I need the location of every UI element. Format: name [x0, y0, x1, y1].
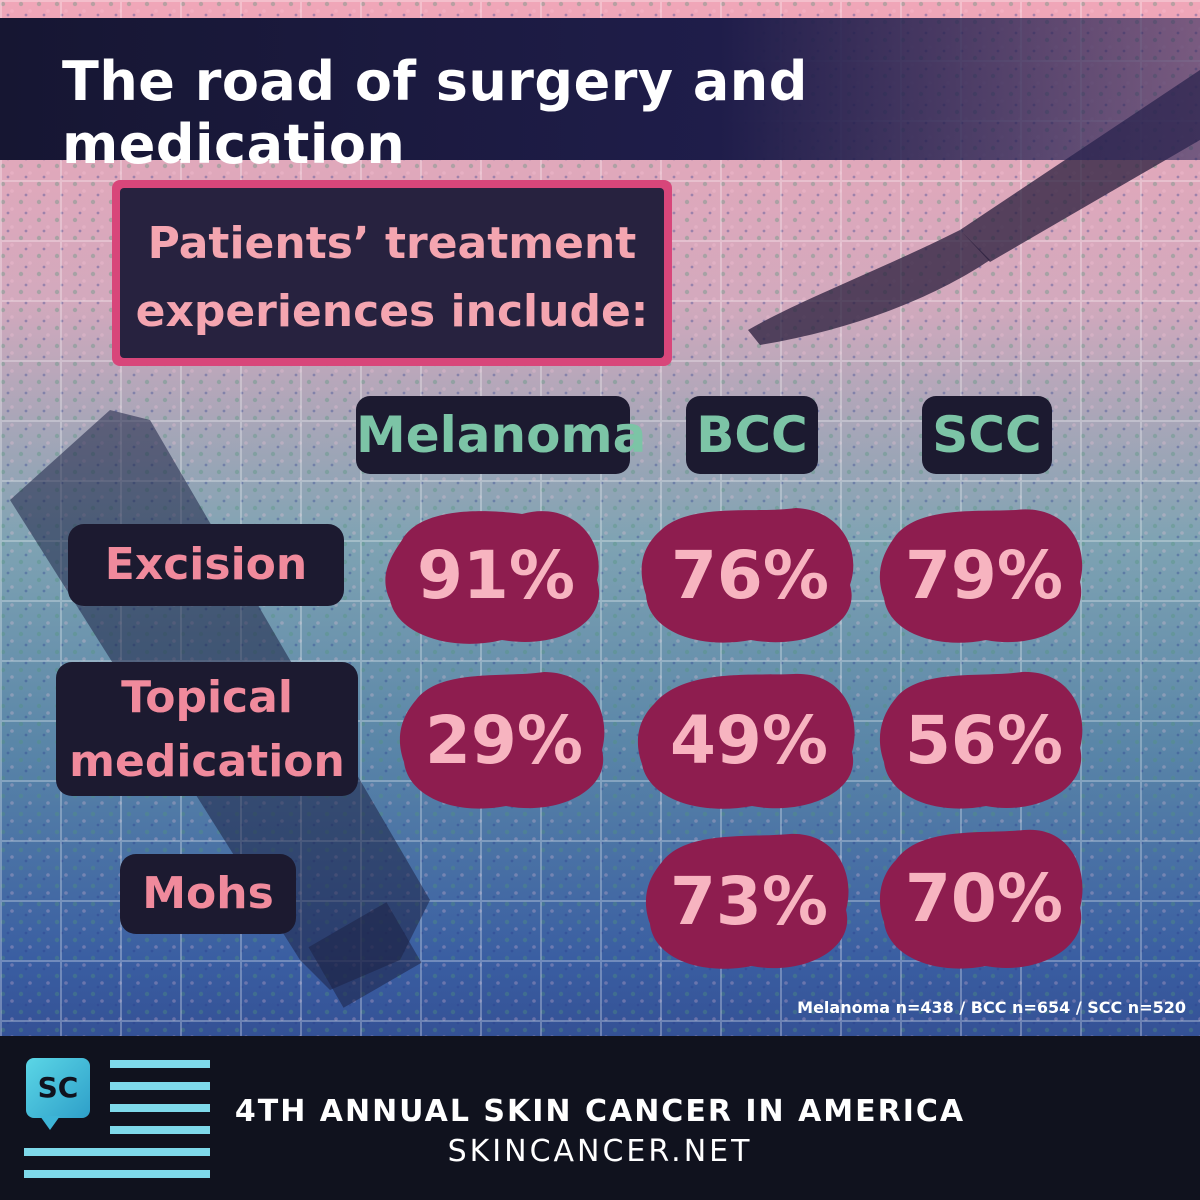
logo-stripe — [110, 1060, 210, 1068]
intro-box: Patients’ treatment experiences include: — [112, 180, 672, 366]
footer-title: 4TH ANNUAL SKIN CANCER IN AMERICA — [234, 1094, 966, 1129]
logo-speech-bubble-icon: SC — [26, 1058, 90, 1118]
title-band — [0, 18, 1200, 160]
value-mohs-bcc: 73% — [670, 862, 828, 940]
cell-mohs-scc: 70% — [876, 820, 1092, 976]
logo-stripe — [110, 1104, 210, 1112]
cell-excision-bcc: 76% — [636, 500, 864, 650]
value-excision-scc: 79% — [905, 536, 1063, 614]
logo-stripe — [110, 1126, 210, 1134]
sample-size-note: Melanoma n=438 / BCC n=654 / SCC n=520 — [797, 998, 1186, 1017]
value-topical-bcc: 49% — [670, 701, 828, 779]
row-label-mohs: Mohs — [142, 868, 274, 919]
footer: SC 4TH ANNUAL SKIN CANCER IN AMERICA SKI… — [0, 1036, 1200, 1200]
logo-stripe — [24, 1148, 210, 1156]
value-mohs-scc: 70% — [905, 859, 1063, 937]
row-label-excision: Excision — [104, 539, 308, 590]
intro-inner: Patients’ treatment experiences include: — [120, 188, 664, 358]
cell-topical-melanoma: 29% — [394, 664, 614, 816]
column-header-melanoma: Melanoma — [356, 396, 646, 474]
cell-mohs-bcc: 73% — [640, 826, 858, 976]
cell-excision-melanoma: 91% — [382, 500, 610, 650]
value-excision-melanoma: 91% — [417, 536, 575, 614]
row-label-topical-2: medication — [69, 736, 345, 787]
value-topical-melanoma: 29% — [425, 701, 583, 779]
footer-url: SKINCANCER.NET — [447, 1134, 753, 1169]
column-header-scc: SCC — [922, 396, 1052, 474]
logo-stripe — [110, 1082, 210, 1090]
value-topical-scc: 56% — [905, 701, 1063, 779]
row-label-topical-1: Topical — [121, 672, 293, 723]
logo-tail — [40, 1116, 60, 1130]
page-title: The road of surgery and medication — [62, 50, 808, 176]
column-header-bcc: BCC — [686, 396, 818, 474]
intro-line-2: experiences include: — [135, 286, 649, 337]
logo-stripe — [24, 1170, 210, 1178]
intro-line-1: Patients’ treatment — [147, 218, 637, 269]
value-excision-bcc: 76% — [671, 536, 829, 614]
cell-topical-bcc: 49% — [634, 664, 864, 816]
cell-topical-scc: 56% — [876, 664, 1092, 816]
cell-excision-scc: 79% — [876, 500, 1092, 650]
row-header-topical-medication: Topical medication — [56, 662, 358, 796]
row-header-excision: Excision — [68, 524, 344, 606]
row-header-mohs: Mohs — [120, 854, 296, 934]
